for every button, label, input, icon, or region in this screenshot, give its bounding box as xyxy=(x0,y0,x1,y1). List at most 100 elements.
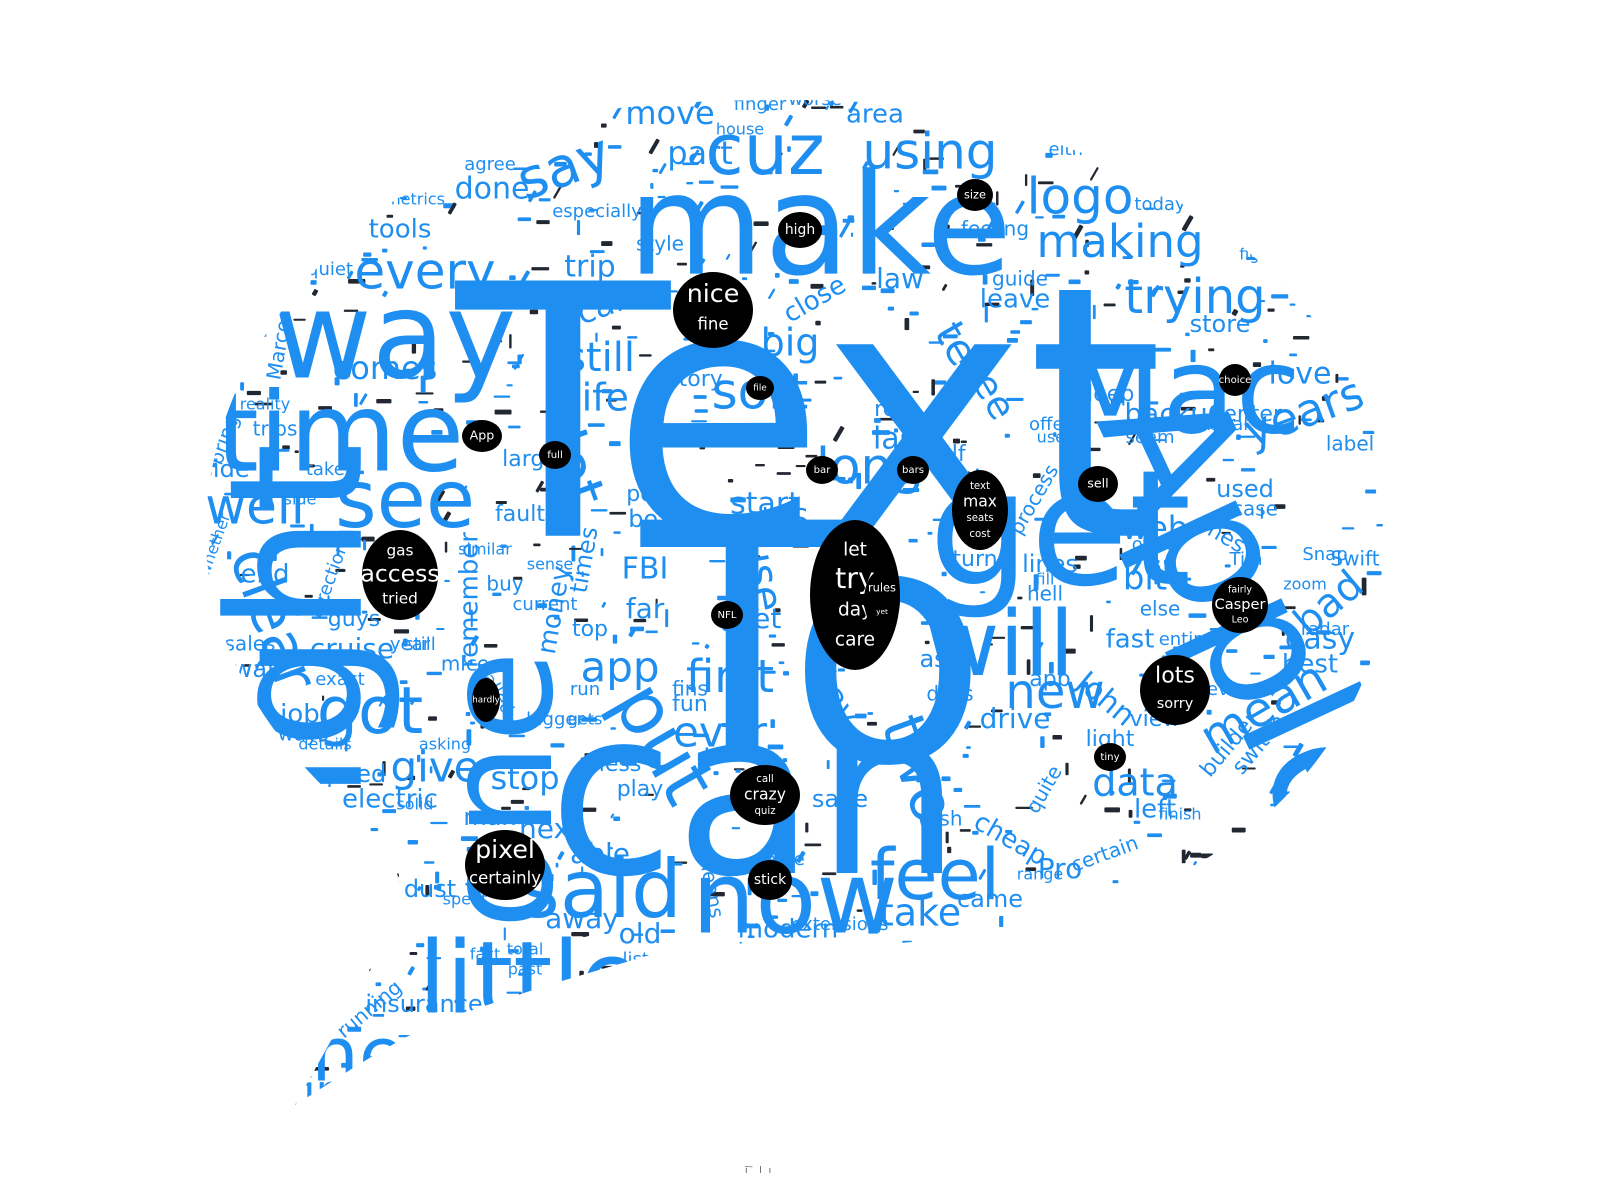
spot-shape xyxy=(673,272,753,348)
filler-mark xyxy=(363,252,372,257)
filler-mark xyxy=(239,573,251,576)
spot-word: quiz xyxy=(754,806,775,817)
filler-mark xyxy=(1309,998,1316,1002)
filler-mark xyxy=(436,1024,448,1029)
filler-mark xyxy=(991,355,994,367)
filler-mark xyxy=(787,146,791,152)
filler-mark xyxy=(299,88,308,100)
cloud-word: last xyxy=(873,422,927,457)
filler-mark xyxy=(465,711,471,717)
cloud-word: speed xyxy=(314,760,387,788)
filler-mark xyxy=(1172,905,1184,920)
filler-mark xyxy=(537,603,547,609)
filler-mark xyxy=(1239,178,1245,182)
filler-mark xyxy=(610,727,616,730)
filler-mark xyxy=(968,154,974,158)
cloud-word: stop xyxy=(490,759,559,797)
filler-mark xyxy=(1361,577,1367,596)
cloud-word: post xyxy=(626,482,674,507)
filler-mark xyxy=(908,538,918,543)
filler-mark xyxy=(942,334,958,339)
filler-mark xyxy=(1034,517,1050,521)
filler-mark xyxy=(540,283,558,287)
cloud-word: backup xyxy=(1124,397,1225,430)
filler-mark xyxy=(1006,397,1024,402)
filler-mark xyxy=(1143,401,1159,405)
highlight-spot: tiny xyxy=(1094,743,1126,771)
filler-mark xyxy=(447,202,457,215)
spot-word: full xyxy=(547,450,563,461)
filler-mark xyxy=(693,216,698,234)
highlight-spot: high xyxy=(778,212,822,248)
spot-word: fairly xyxy=(1228,585,1252,596)
filler-mark xyxy=(1343,921,1352,924)
cloud-word: iMac xyxy=(1137,145,1174,164)
filler-mark xyxy=(433,408,444,412)
filler-mark xyxy=(1015,200,1025,214)
filler-mark xyxy=(438,111,443,130)
filler-mark xyxy=(306,135,315,145)
filler-mark xyxy=(771,1102,781,1105)
filler-mark xyxy=(839,221,851,238)
filler-mark xyxy=(1130,560,1142,576)
filler-mark xyxy=(1127,768,1131,785)
filler-mark xyxy=(1193,861,1197,866)
filler-mark xyxy=(982,643,993,646)
filler-mark xyxy=(463,1015,468,1020)
filler-mark xyxy=(582,932,587,937)
filler-mark xyxy=(1163,559,1176,565)
cloud-word: easy xyxy=(1285,622,1355,657)
filler-mark xyxy=(593,142,599,148)
filler-mark xyxy=(1263,339,1268,343)
filler-mark xyxy=(1045,152,1053,158)
filler-mark xyxy=(270,987,285,992)
filler-mark xyxy=(272,545,277,562)
filler-mark xyxy=(866,721,877,726)
filler-mark xyxy=(272,448,290,452)
filler-mark xyxy=(540,487,548,492)
filler-mark xyxy=(922,591,938,596)
filler-mark xyxy=(347,1026,362,1032)
spot-word: sorry xyxy=(1157,696,1194,712)
filler-mark xyxy=(241,1085,254,1089)
filler-mark xyxy=(1221,531,1231,534)
cloud-word: giant xyxy=(477,1014,523,1035)
filler-mark xyxy=(553,510,559,513)
filler-mark xyxy=(312,1066,330,1071)
filler-mark xyxy=(207,242,217,247)
filler-mark xyxy=(1372,125,1389,130)
filler-mark xyxy=(768,998,772,1017)
cloud-word: comes xyxy=(333,349,438,387)
filler-mark xyxy=(1173,646,1189,650)
filler-mark xyxy=(394,96,407,98)
filler-mark xyxy=(304,594,313,598)
cloud-word: style xyxy=(636,232,684,256)
filler-mark xyxy=(458,1089,464,1101)
filler-mark xyxy=(246,1013,250,1032)
cloud-word: app xyxy=(1029,667,1070,692)
filler-mark xyxy=(1057,356,1063,360)
filler-mark xyxy=(660,929,675,933)
filler-mark xyxy=(300,138,319,144)
filler-mark xyxy=(1259,896,1264,908)
cloud-word: Center xyxy=(1208,402,1283,427)
filler-mark xyxy=(1106,600,1111,604)
filler-mark xyxy=(1226,649,1238,653)
filler-mark xyxy=(998,1009,1015,1014)
filler-mark xyxy=(1354,723,1363,727)
filler-mark xyxy=(648,138,660,155)
filler-mark xyxy=(1266,204,1275,208)
spot-word: tried xyxy=(382,590,418,608)
filler-mark xyxy=(830,245,833,263)
spot-shape xyxy=(465,830,545,900)
filler-mark xyxy=(505,1011,516,1016)
filler-mark xyxy=(768,1009,775,1012)
filler-mark xyxy=(697,988,716,991)
filler-mark xyxy=(1312,185,1322,188)
cloud-word: life xyxy=(571,376,629,420)
spot-word: rules xyxy=(868,581,896,595)
cloud-word: fun xyxy=(672,692,708,717)
filler-mark xyxy=(1065,762,1069,776)
filler-mark xyxy=(435,871,440,884)
spot-shape xyxy=(1094,743,1126,771)
